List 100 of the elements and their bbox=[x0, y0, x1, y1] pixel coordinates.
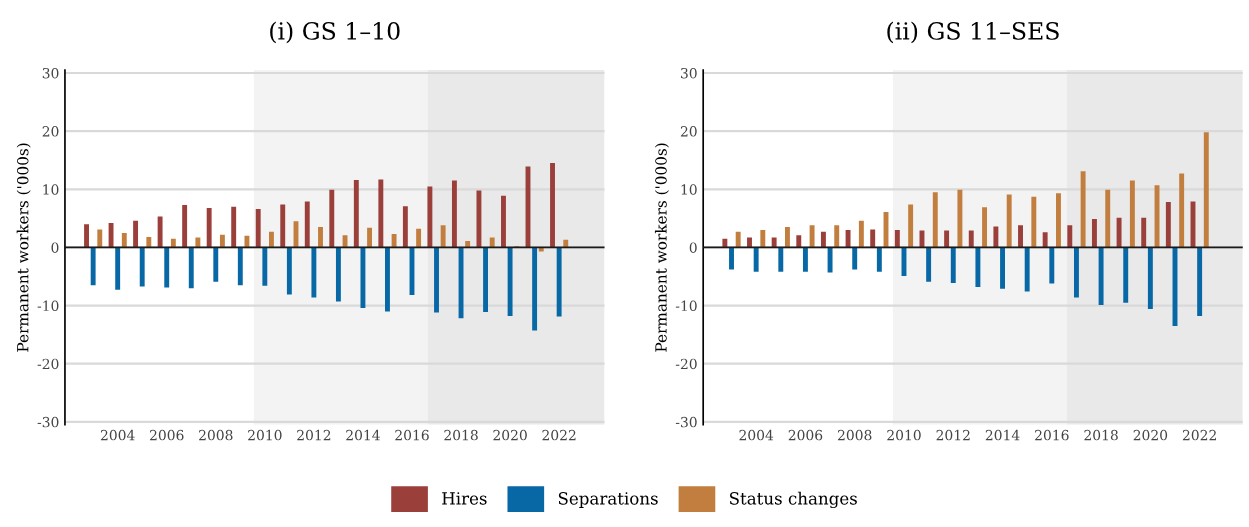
bar bbox=[139, 247, 145, 287]
bar bbox=[1129, 180, 1135, 248]
y-tick-label: 0 bbox=[689, 242, 697, 253]
y-tick-label: -30 bbox=[37, 416, 59, 428]
bar bbox=[1098, 247, 1104, 305]
bar bbox=[335, 247, 341, 302]
y-tick-label: 10 bbox=[681, 184, 697, 195]
bar bbox=[747, 237, 752, 248]
x-tick-label: 2004 bbox=[739, 429, 774, 441]
bar bbox=[858, 220, 864, 248]
bar bbox=[1024, 247, 1030, 292]
bar bbox=[318, 227, 323, 248]
bar bbox=[950, 247, 956, 283]
bar bbox=[957, 189, 963, 248]
bar bbox=[993, 226, 999, 248]
bar bbox=[1116, 217, 1122, 248]
y-tick-label: 20 bbox=[42, 126, 59, 137]
bar bbox=[802, 247, 808, 272]
bar bbox=[489, 237, 495, 248]
y-tick-label: -30 bbox=[675, 416, 697, 428]
bar bbox=[262, 247, 268, 286]
bar bbox=[353, 179, 359, 248]
bar bbox=[329, 189, 335, 248]
bar bbox=[1018, 225, 1023, 248]
bar bbox=[1000, 247, 1005, 289]
bar bbox=[304, 201, 310, 248]
bar bbox=[1105, 189, 1111, 248]
legend-label: Separations bbox=[558, 492, 658, 508]
bar bbox=[820, 231, 826, 248]
bar bbox=[195, 237, 201, 248]
bar bbox=[427, 186, 433, 248]
bar bbox=[121, 232, 127, 248]
bar bbox=[237, 247, 243, 286]
bar bbox=[1049, 247, 1055, 284]
bar bbox=[182, 204, 188, 248]
bar bbox=[402, 206, 408, 248]
bar bbox=[827, 247, 833, 273]
bar bbox=[1165, 202, 1171, 248]
bar bbox=[146, 236, 152, 248]
bar bbox=[834, 225, 840, 248]
bar bbox=[908, 204, 914, 248]
x-tick-label: 2020 bbox=[493, 429, 527, 441]
y-tick-label: -10 bbox=[37, 300, 59, 312]
bar bbox=[115, 247, 121, 290]
bar bbox=[1067, 225, 1073, 248]
bar bbox=[90, 247, 96, 286]
bar bbox=[483, 247, 489, 312]
bar bbox=[778, 247, 784, 272]
bar bbox=[219, 234, 225, 248]
bar bbox=[108, 223, 114, 248]
bar bbox=[416, 228, 422, 248]
x-tick-label: 2012 bbox=[297, 429, 331, 441]
bar bbox=[188, 247, 194, 289]
bar bbox=[1141, 217, 1147, 248]
bar bbox=[1080, 171, 1086, 248]
bar bbox=[170, 238, 176, 248]
bar bbox=[932, 192, 938, 248]
bar bbox=[213, 247, 219, 282]
bar bbox=[244, 235, 250, 248]
x-tick-label: 2016 bbox=[395, 429, 429, 441]
bar bbox=[753, 247, 759, 272]
y-tick-label: 20 bbox=[680, 126, 697, 137]
x-tick-label: 2010 bbox=[887, 429, 921, 441]
chart-title: (i) GS 1–10 bbox=[270, 21, 400, 44]
y-tick-label: -20 bbox=[675, 358, 697, 370]
bar bbox=[845, 229, 851, 248]
x-tick-label: 2004 bbox=[100, 429, 135, 441]
bar bbox=[1006, 194, 1012, 248]
bar bbox=[563, 239, 569, 248]
bar bbox=[944, 230, 950, 248]
y-tick-label: 10 bbox=[43, 184, 59, 195]
legend-label: Hires bbox=[442, 492, 487, 505]
bar bbox=[97, 229, 103, 248]
x-tick-label: 2022 bbox=[1182, 429, 1216, 441]
x-tick-label: 2006 bbox=[788, 429, 823, 441]
bar bbox=[1073, 247, 1079, 298]
bar bbox=[556, 247, 562, 317]
x-tick-label: 2018 bbox=[1084, 429, 1118, 441]
bar bbox=[796, 235, 802, 248]
bar bbox=[367, 227, 373, 248]
bar bbox=[975, 247, 981, 287]
bar bbox=[280, 204, 286, 248]
bar bbox=[286, 247, 292, 295]
y-axis-title: Permanent workers ('000s) bbox=[16, 143, 31, 352]
x-tick-label: 2014 bbox=[346, 429, 380, 441]
bar bbox=[434, 247, 439, 313]
x-tick-label: 2010 bbox=[248, 429, 282, 441]
bar bbox=[809, 225, 815, 248]
bar bbox=[440, 225, 446, 248]
bar bbox=[532, 247, 538, 331]
bar bbox=[735, 231, 741, 248]
bar bbox=[784, 227, 790, 248]
bar bbox=[385, 247, 390, 312]
bar bbox=[1056, 193, 1061, 248]
bar bbox=[852, 247, 858, 270]
bar bbox=[729, 247, 734, 270]
bar bbox=[157, 216, 163, 248]
bar bbox=[465, 241, 471, 248]
bar bbox=[1042, 232, 1048, 248]
x-tick-label: 2012 bbox=[936, 429, 970, 441]
